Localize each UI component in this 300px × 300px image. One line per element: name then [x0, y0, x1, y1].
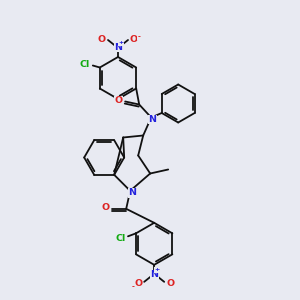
Text: O: O	[98, 34, 106, 43]
Text: N: N	[128, 188, 136, 197]
Text: N: N	[148, 115, 156, 124]
Text: Cl: Cl	[116, 234, 126, 243]
Text: +: +	[118, 40, 124, 46]
Text: +: +	[154, 267, 160, 272]
Text: Cl: Cl	[80, 60, 90, 69]
Text: -: -	[132, 284, 135, 290]
Text: N: N	[114, 43, 122, 52]
Text: O: O	[101, 203, 109, 212]
Text: O: O	[166, 279, 174, 288]
Text: O: O	[130, 34, 138, 43]
Text: -: -	[138, 34, 140, 40]
Text: N: N	[150, 270, 158, 279]
Text: O: O	[114, 96, 122, 105]
Text: O: O	[134, 279, 142, 288]
